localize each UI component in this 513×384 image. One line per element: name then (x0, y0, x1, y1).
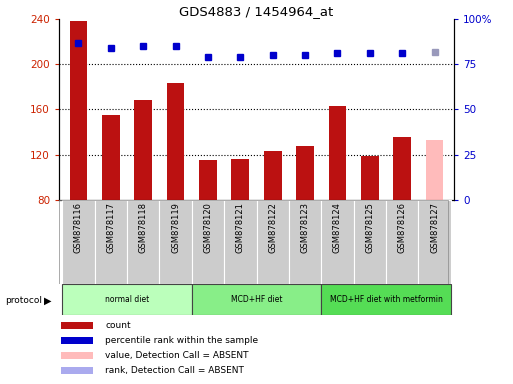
Bar (264, 151, 282, 200)
Bar (102, 115, 120, 200)
Bar (192, 200, 224, 284)
Bar (426, 140, 443, 200)
Text: normal diet: normal diet (105, 295, 149, 304)
Bar (167, 83, 185, 200)
Bar (256, 200, 289, 284)
Text: percentile rank within the sample: percentile rank within the sample (106, 336, 259, 345)
Text: GSM878126: GSM878126 (398, 202, 407, 253)
Bar (224, 200, 256, 284)
Bar (231, 159, 249, 200)
Bar (127, 200, 160, 284)
Bar (192, 284, 321, 315)
Bar (94, 200, 127, 284)
Bar (61, 352, 93, 359)
Text: GSM878124: GSM878124 (333, 202, 342, 253)
Text: count: count (106, 321, 131, 330)
Text: MCD+HF diet with metformin: MCD+HF diet with metformin (329, 295, 442, 304)
Text: GSM878123: GSM878123 (301, 202, 309, 253)
Bar (134, 101, 152, 200)
Text: GSM878127: GSM878127 (430, 202, 439, 253)
Bar (328, 106, 346, 200)
Bar (61, 322, 93, 329)
Text: GSM878119: GSM878119 (171, 202, 180, 253)
Bar (296, 146, 314, 200)
Text: GSM878118: GSM878118 (139, 202, 148, 253)
Text: GSM878122: GSM878122 (268, 202, 277, 253)
Bar (61, 337, 93, 344)
Bar (199, 160, 217, 200)
Bar (419, 200, 451, 284)
Text: GSM878116: GSM878116 (74, 202, 83, 253)
Text: GSM878125: GSM878125 (365, 202, 374, 253)
Bar (70, 22, 87, 200)
Bar (62, 200, 94, 284)
Bar (61, 367, 93, 374)
Text: GSM878120: GSM878120 (204, 202, 212, 253)
Text: rank, Detection Call = ABSENT: rank, Detection Call = ABSENT (106, 366, 244, 376)
Text: GSM878121: GSM878121 (236, 202, 245, 253)
Bar (386, 200, 419, 284)
Bar (321, 284, 451, 315)
Text: protocol: protocol (5, 296, 42, 305)
Text: ▶: ▶ (44, 295, 51, 305)
Bar (393, 137, 411, 200)
Text: value, Detection Call = ABSENT: value, Detection Call = ABSENT (106, 351, 249, 360)
Bar (160, 200, 192, 284)
Bar (289, 200, 321, 284)
Bar (321, 200, 353, 284)
Bar (353, 200, 386, 284)
Bar (361, 156, 379, 200)
Title: GDS4883 / 1454964_at: GDS4883 / 1454964_at (180, 5, 333, 18)
Text: GSM878117: GSM878117 (106, 202, 115, 253)
Bar (62, 284, 192, 315)
Text: MCD+HF diet: MCD+HF diet (231, 295, 282, 304)
